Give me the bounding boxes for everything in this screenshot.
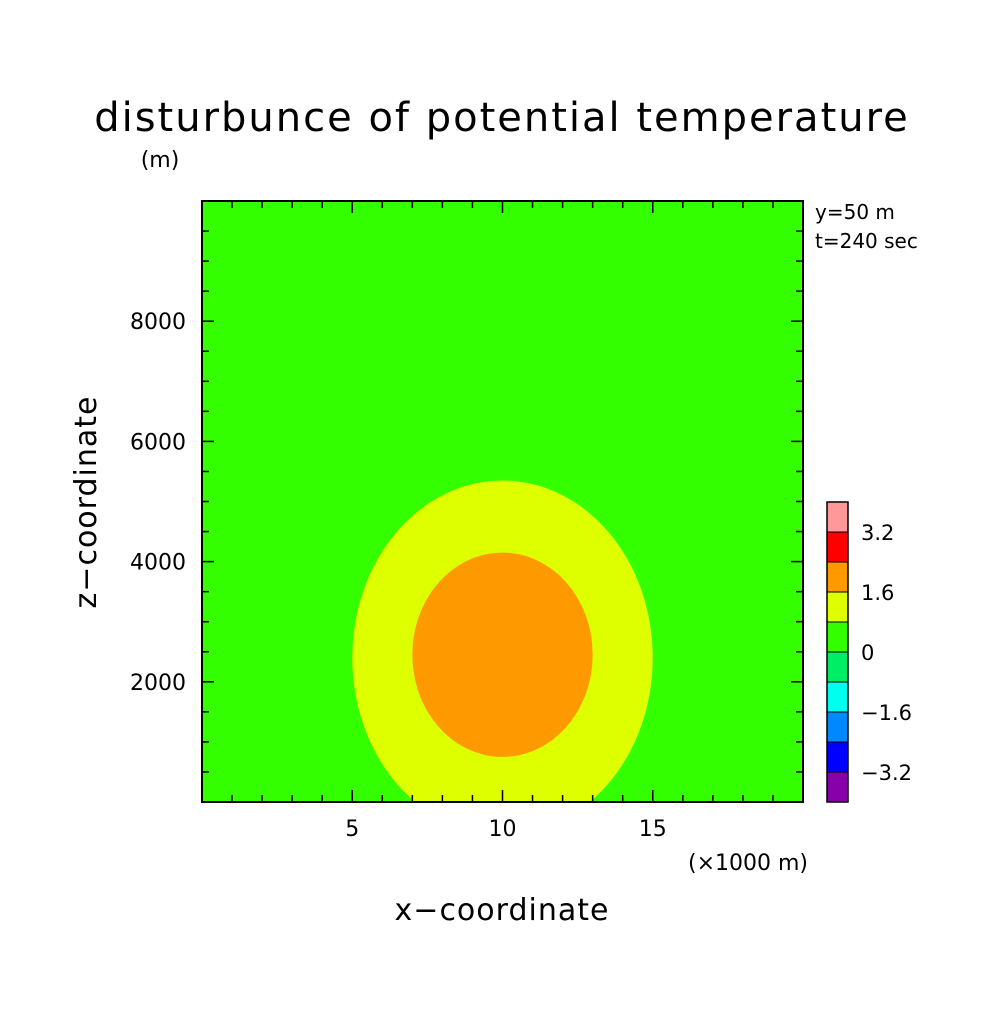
colorbar-swatch: [827, 772, 848, 802]
x-unit-label: (×1000 m): [688, 851, 808, 876]
colorbar-label: −1.6: [861, 701, 912, 725]
colorbar-swatch: [827, 592, 848, 622]
x-tick-label: 15: [639, 817, 667, 842]
annotation-t: t=240 sec: [815, 229, 918, 253]
y-tick-label: 6000: [130, 430, 186, 455]
colorbar-swatch: [827, 652, 848, 682]
chart-title: disturbunce of potential temperature: [94, 95, 910, 141]
plot-area: [201, 200, 804, 803]
x-axis-label: x−coordinate: [395, 893, 610, 928]
colorbar-label: 3.2: [861, 521, 894, 545]
y-tick-label: 4000: [130, 551, 186, 576]
x-tick-label: 5: [345, 817, 359, 842]
y-tick-label: 8000: [130, 310, 186, 335]
y-axis-label: z−coordinate: [69, 396, 104, 609]
colorbar-swatch: [827, 622, 848, 652]
x-tick-label: 10: [489, 817, 517, 842]
contour-region-2: [412, 552, 593, 757]
y-unit-label: (m): [141, 148, 180, 173]
colorbar-frame: [826, 501, 849, 803]
colorbar-swatch: [827, 742, 848, 772]
annotation-y: y=50 m: [815, 200, 895, 224]
y-tick-label: 2000: [130, 671, 186, 696]
colorbar-swatch: [827, 562, 848, 592]
colorbar-label: 1.6: [861, 581, 894, 605]
colorbar-label: 0: [861, 641, 874, 665]
colorbar: 3.2 1.6 0 −1.6 −3.2: [826, 501, 912, 803]
colorbar-swatch: [827, 712, 848, 742]
plot-frame: [201, 200, 804, 803]
colorbar-swatch: [827, 532, 848, 562]
colorbar-label: −3.2: [861, 761, 912, 785]
colorbar-swatch: [827, 502, 848, 532]
colorbar-swatch: [827, 682, 848, 712]
